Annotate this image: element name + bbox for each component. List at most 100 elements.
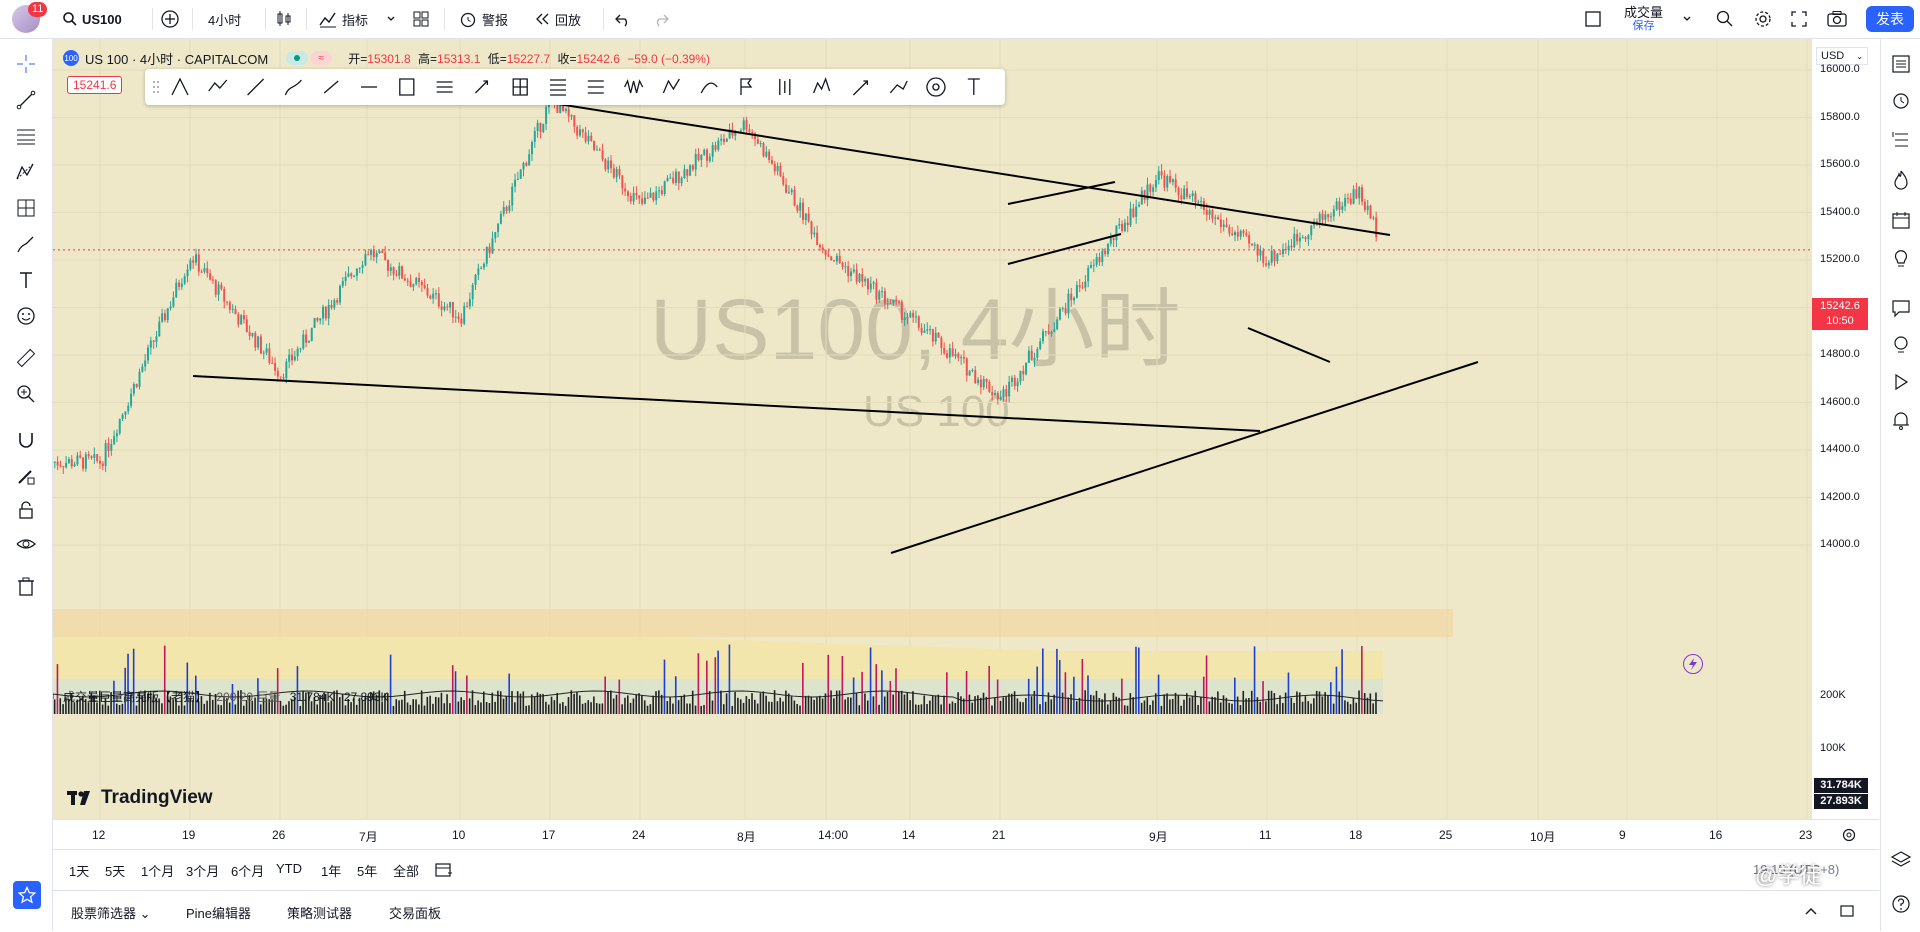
time-axis[interactable]: 12 19 26 7月 10 17 24 8月 14:00 14 21 9月 11 18 25 10月 9 16 2… xyxy=(53,819,1879,850)
help-hints-button[interactable] xyxy=(1888,331,1914,357)
range-button[interactable]: 全部 xyxy=(393,864,420,879)
maximize-panel-icon[interactable] xyxy=(1839,903,1855,919)
fib2-icon[interactable] xyxy=(587,80,604,94)
ideas-button[interactable] xyxy=(1888,245,1914,271)
projection-tool[interactable] xyxy=(13,195,39,221)
circle-icon[interactable] xyxy=(926,77,946,97)
quick-search-button[interactable] xyxy=(1715,0,1735,38)
emoji-tool[interactable] xyxy=(13,303,39,329)
range-button[interactable]: 1个月 xyxy=(141,864,175,879)
polyline-icon[interactable] xyxy=(208,79,228,92)
ray-icon[interactable] xyxy=(323,80,339,94)
arrow-diag-icon[interactable] xyxy=(852,80,869,96)
range-button[interactable]: 3个月 xyxy=(186,864,220,879)
wave-icon[interactable] xyxy=(624,79,644,94)
volume-bar xyxy=(1205,655,1208,714)
fib-tool[interactable] xyxy=(13,123,39,149)
range-button[interactable]: 6个月 xyxy=(231,864,265,879)
chevron-up-icon[interactable] xyxy=(1803,903,1819,919)
price-scale[interactable]: USD ⌄ 16000.0 15800.0 15600.0 15400.0 15200.0… xyxy=(1811,39,1880,819)
curve-icon[interactable] xyxy=(700,82,718,94)
lightning-icon[interactable] xyxy=(1683,654,1703,674)
chart-canvas[interactable] xyxy=(53,39,1811,819)
candle-body xyxy=(1118,223,1121,226)
volume-indicator-name[interactable]: 成交量巨量高亮版【老猫】 xyxy=(63,690,208,704)
layers-button[interactable] xyxy=(1888,847,1914,873)
compare-button[interactable] xyxy=(160,0,180,38)
redo-button[interactable] xyxy=(652,0,670,38)
flag-icon[interactable] xyxy=(740,78,753,95)
bottom-tab[interactable]: 交易面板 xyxy=(389,906,442,921)
layout-button[interactable] xyxy=(412,0,430,38)
tradingview-logo[interactable]: TradingView xyxy=(67,787,213,809)
notifications-button[interactable] xyxy=(1888,407,1914,433)
stay-drawing-tool[interactable] xyxy=(13,463,39,489)
line-icon[interactable] xyxy=(247,78,265,96)
goto-date-icon[interactable] xyxy=(434,860,454,880)
replay-button[interactable]: 回放 xyxy=(533,0,581,38)
bottom-tab[interactable]: Pine编辑器 xyxy=(186,906,252,921)
rect-icon[interactable] xyxy=(399,78,415,96)
currency-selector[interactable]: USD ⌄ xyxy=(1816,47,1868,65)
pattern-icon[interactable] xyxy=(812,77,831,94)
remove-drawings-tool[interactable] xyxy=(13,573,39,599)
indicators-button[interactable]: 指标 xyxy=(318,0,368,38)
fib-icon[interactable] xyxy=(550,79,566,96)
chart-type-button[interactable] xyxy=(274,0,294,38)
fullscreen-toggle[interactable] xyxy=(1584,0,1602,38)
symbol-search[interactable]: US100 xyxy=(62,0,122,38)
fullscreen-button[interactable] xyxy=(1790,0,1808,38)
alerts-panel-button[interactable] xyxy=(1888,87,1914,113)
arrow-icon[interactable] xyxy=(474,80,489,94)
lock-drawings-tool[interactable] xyxy=(13,497,39,523)
hide-drawings-tool[interactable] xyxy=(13,531,39,557)
brush-icon[interactable] xyxy=(284,79,302,96)
range-button[interactable]: 1年 xyxy=(321,864,342,879)
measure-tool[interactable] xyxy=(13,345,39,371)
text-tool[interactable] xyxy=(13,267,39,293)
snapshot-button[interactable] xyxy=(1826,0,1848,38)
chart-pane[interactable]: US100, 4小时 US 100 TradingView 成交量巨量高亮版【老… xyxy=(53,39,1811,819)
alert-button[interactable]: 警报 xyxy=(458,0,508,38)
layout-dropdown[interactable] xyxy=(1682,0,1692,38)
axis-settings-icon[interactable] xyxy=(1841,827,1857,843)
abcd-icon[interactable] xyxy=(662,78,680,94)
chats-button[interactable] xyxy=(1888,295,1914,321)
calendar-button[interactable] xyxy=(1888,207,1914,233)
layout-save[interactable]: 成交量 保存 xyxy=(1624,5,1663,33)
indicators-dropdown[interactable] xyxy=(386,0,396,38)
trendline-tool[interactable] xyxy=(13,87,39,113)
watchlist-button[interactable] xyxy=(1888,51,1914,77)
triangle-icon[interactable] xyxy=(171,77,189,96)
zoom-tool[interactable] xyxy=(13,381,39,407)
streams-button[interactable] xyxy=(1888,369,1914,395)
pattern-tool[interactable] xyxy=(13,159,39,185)
path-icon[interactable] xyxy=(889,80,908,94)
range-button[interactable]: 1天 xyxy=(69,864,90,879)
publish-button[interactable]: 发表 xyxy=(1866,6,1914,32)
text-icon[interactable] xyxy=(967,78,980,95)
bars-icon[interactable] xyxy=(779,79,791,95)
sell-price-box[interactable]: 15241.6 xyxy=(67,76,123,94)
range-button[interactable]: 5年 xyxy=(357,864,378,879)
bottom-tab[interactable]: 股票筛选器 ⌄ xyxy=(71,906,151,921)
crosshair-tool[interactable] xyxy=(13,51,39,77)
object-tree-button[interactable] xyxy=(1888,127,1914,153)
clock-display[interactable]: 19:15 (UTC+8) xyxy=(1753,862,1840,877)
help-button[interactable] xyxy=(1888,891,1914,917)
undo-button[interactable] xyxy=(614,0,632,38)
range-button[interactable]: 5天 xyxy=(105,864,126,879)
market-status[interactable]: ≈ xyxy=(286,51,333,65)
bottom-tab[interactable]: 策略测试器 xyxy=(287,906,353,921)
settings-button[interactable] xyxy=(1753,0,1773,38)
parallel-icon[interactable] xyxy=(436,81,453,93)
crosshair-box-icon[interactable] xyxy=(512,78,528,96)
favorites-button[interactable] xyxy=(13,881,41,909)
symbol-title[interactable]: US 100 · 4小时 · CAPITALCOM xyxy=(85,51,269,67)
brush-tool[interactable] xyxy=(13,231,39,257)
magnet-tool[interactable] xyxy=(13,427,39,453)
range-button[interactable]: YTD xyxy=(276,861,302,876)
drawing-tools-icons[interactable] xyxy=(169,75,999,99)
hotlists-button[interactable] xyxy=(1888,167,1914,193)
interval-selector[interactable]: 4小时 xyxy=(208,12,242,28)
